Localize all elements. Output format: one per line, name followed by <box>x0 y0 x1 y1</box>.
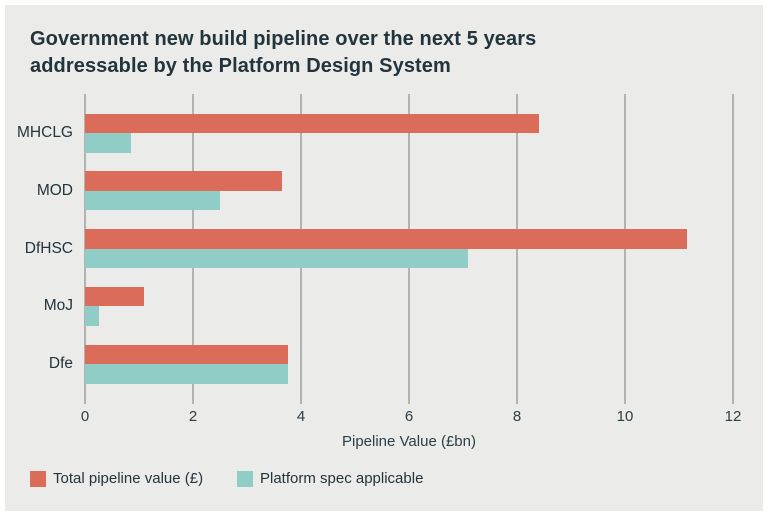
bar-platform-DfHSC <box>85 248 469 268</box>
bar-platform-MoJ <box>85 306 99 326</box>
plot-area: 0 2 4 6 8 10 12 <box>81 94 741 425</box>
bar-platform-MHCLG <box>85 133 131 153</box>
chart-panel: Government new build pipeline over the n… <box>5 5 763 511</box>
x-tick-label-8: 8 <box>512 408 522 425</box>
category-axis: MHCLG MOD DfHSC MoJ Dfe <box>5 94 73 404</box>
bar-platform-MOD <box>85 190 220 211</box>
gridline-8 <box>516 94 518 404</box>
bar-total-Dfe <box>85 344 288 364</box>
chart-title-line-1: Government new build pipeline over the n… <box>30 28 537 50</box>
chart-title-line-2: addressable by the Platform Design Syste… <box>30 55 451 77</box>
category-label-MoJ: MoJ <box>43 297 73 315</box>
x-tick-label-4: 4 <box>296 408 306 425</box>
x-tick-label-0: 0 <box>80 408 90 425</box>
category-label-MOD: MOD <box>36 181 73 199</box>
x-tick-label-12: 12 <box>724 408 742 425</box>
legend-item-platform: Platform spec applicable <box>237 470 423 487</box>
category-label-Dfe: Dfe <box>48 355 73 372</box>
bar-total-MoJ <box>85 286 145 307</box>
gridline-10 <box>624 94 626 404</box>
bar-total-MHCLG <box>85 113 539 133</box>
category-label-DfHSC: DfHSC <box>24 239 73 257</box>
x-axis-label: Pipeline Value (£bn) <box>342 433 476 450</box>
bar-platform-Dfe <box>85 364 288 384</box>
x-tick-label-2: 2 <box>188 408 198 425</box>
x-tick-label-10: 10 <box>616 408 634 425</box>
category-label-MHCLG: MHCLG <box>17 124 73 141</box>
legend-label-platform: Platform spec applicable <box>260 470 424 487</box>
legend-item-total: Total pipeline value (£) <box>30 470 203 487</box>
chart-title: Government new build pipeline over the n… <box>30 26 536 80</box>
legend: Total pipeline value (£) Platform spec ap… <box>5 470 763 494</box>
gridline-12 <box>732 94 734 404</box>
bar-total-MOD <box>85 171 283 191</box>
x-tick-label-6: 6 <box>404 408 414 425</box>
legend-swatch-platform <box>237 470 253 487</box>
bar-total-DfHSC <box>85 229 688 249</box>
legend-label-total: Total pipeline value (£) <box>53 470 204 487</box>
legend-swatch-total <box>30 470 46 487</box>
